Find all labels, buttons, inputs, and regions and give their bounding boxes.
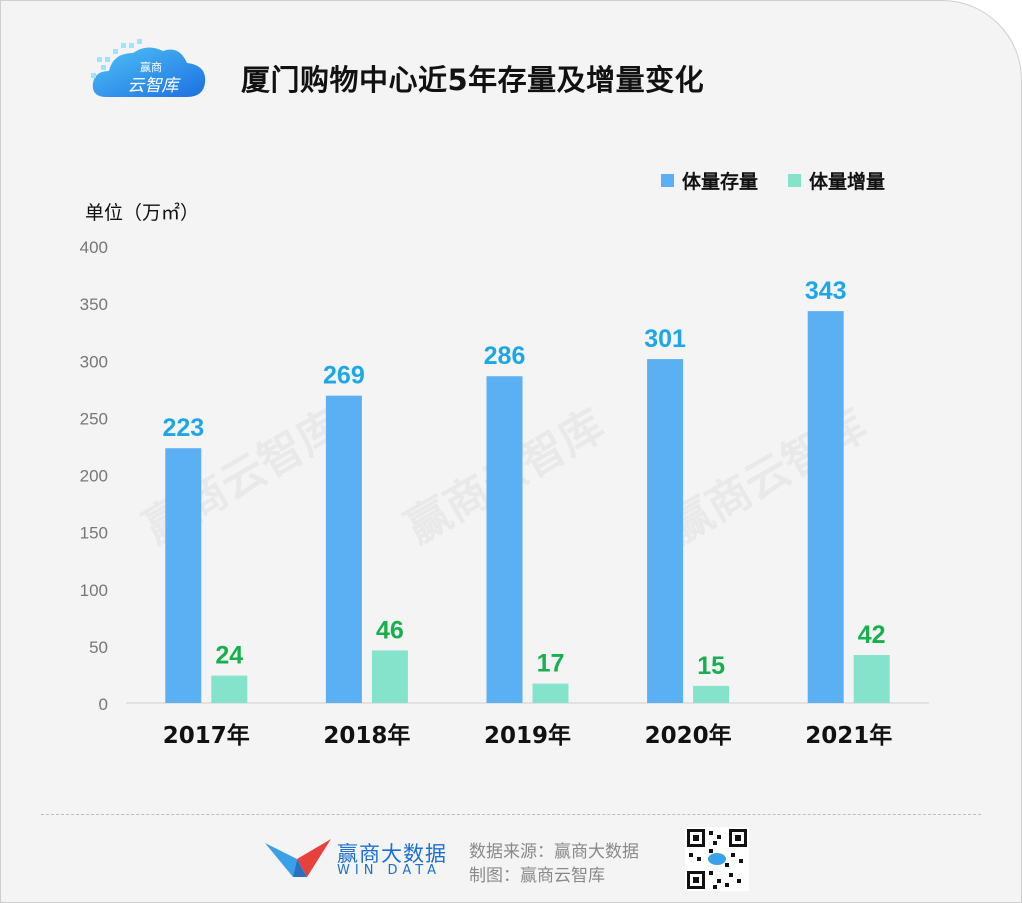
legend-item-increment: 体量增量 bbox=[788, 167, 885, 194]
bar-increment bbox=[853, 655, 890, 703]
page-title: 厦门购物中心近5年存量及增量变化 bbox=[241, 63, 705, 97]
y-tick-label: 300 bbox=[80, 352, 108, 371]
cloud-logo-icon: 赢商 云智库 bbox=[91, 39, 206, 97]
x-tick-label: 2021年 bbox=[805, 722, 892, 749]
bar-increment bbox=[211, 675, 248, 703]
data-label-stock: 301 bbox=[644, 325, 686, 353]
legend: 体量存量 体量增量 bbox=[661, 167, 915, 194]
bar-stock bbox=[647, 359, 684, 703]
data-label-increment: 17 bbox=[537, 650, 565, 678]
data-label-increment: 42 bbox=[858, 621, 886, 649]
y-tick-label: 400 bbox=[80, 238, 108, 257]
legend-item-stock: 体量存量 bbox=[661, 167, 758, 194]
x-tick-label: 2020年 bbox=[645, 722, 732, 749]
bar-stock bbox=[807, 311, 844, 703]
data-label-increment: 24 bbox=[215, 642, 243, 670]
data-source: 数据来源：赢商大数据 bbox=[469, 842, 639, 862]
y-tick-label: 350 bbox=[80, 295, 108, 314]
bar-stock bbox=[486, 376, 523, 703]
svg-text:赢商: 赢商 bbox=[140, 60, 162, 74]
footer-divider bbox=[41, 814, 981, 815]
y-tick-label: 200 bbox=[80, 467, 108, 486]
data-label-increment: 15 bbox=[697, 652, 725, 680]
bar-stock bbox=[165, 448, 202, 703]
legend-label-increment: 体量增量 bbox=[809, 171, 886, 193]
x-tick-label: 2018年 bbox=[323, 722, 410, 749]
y-tick-label: 250 bbox=[80, 409, 108, 428]
svg-text:云智库: 云智库 bbox=[128, 76, 182, 96]
data-label-stock: 286 bbox=[484, 342, 526, 370]
y-tick-label: 150 bbox=[80, 524, 108, 543]
x-tick-label: 2017年 bbox=[163, 722, 250, 749]
legend-label-stock: 体量存量 bbox=[682, 171, 759, 193]
bar-chart: 0 50 100 150 200 250 300 350 400 223 24 2017年 269 46 2… bbox=[80, 238, 929, 749]
bar-stock bbox=[325, 395, 362, 703]
brand-sub: WIN DATA bbox=[337, 863, 442, 878]
y-tick-label: 100 bbox=[80, 581, 108, 600]
legend-swatch-increment bbox=[788, 174, 802, 187]
y-tick-label: 50 bbox=[89, 638, 108, 657]
qr-code-icon bbox=[685, 827, 749, 891]
y-axis-label: 单位（万㎡） bbox=[85, 202, 200, 224]
data-label-stock: 343 bbox=[805, 277, 847, 305]
data-label-stock: 223 bbox=[162, 414, 204, 442]
brand-name: 赢商大数据 bbox=[337, 842, 447, 866]
x-tick-label: 2019年 bbox=[484, 722, 571, 749]
bar-increment bbox=[371, 650, 408, 703]
data-label-stock: 269 bbox=[323, 362, 365, 390]
legend-swatch-stock bbox=[661, 174, 674, 187]
bar-increment bbox=[532, 683, 569, 703]
windata-logo-icon bbox=[265, 839, 331, 877]
chart-maker: 制图：赢商云智库 bbox=[469, 866, 605, 886]
y-tick-label: 0 bbox=[99, 695, 108, 714]
data-label-increment: 46 bbox=[376, 616, 404, 644]
bar-increment bbox=[693, 685, 730, 703]
